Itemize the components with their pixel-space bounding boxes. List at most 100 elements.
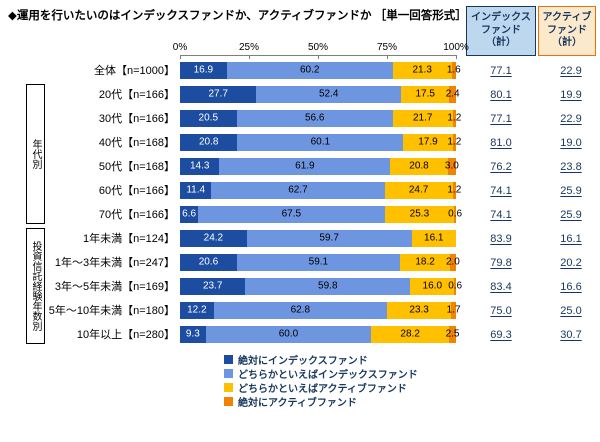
stacked-bar: 20.5 56.6 21.7 1.2 — [180, 109, 461, 127]
segment-value: 6.6 — [182, 208, 197, 220]
chart-header-left: ◆運用を行いたいのはインデックスファンドか、アクティブファンドか ［単一回答形式… — [8, 4, 469, 59]
segment-value: 20.8 — [409, 160, 429, 172]
seg-active-strong: 1.2 — [447, 133, 461, 151]
legend-label: どちらかといえばアクティブファンド — [238, 383, 407, 395]
seg-active-strong: 1.7 — [447, 301, 461, 319]
legend-label: どちらかといえばインデックスファンド — [238, 369, 418, 381]
index-total-value: 83.9 — [490, 233, 512, 245]
row-label: 60代【n=166】 — [98, 185, 175, 197]
legend-label: 絶対にインデックスファンド — [238, 355, 368, 367]
segment-value: 1.7 — [446, 304, 461, 316]
seg-index-strong: 14.3 — [180, 157, 220, 175]
stacked-bar: 23.7 59.8 16.0 0.6 — [180, 277, 462, 295]
row-label: 全体【n=1000】 — [93, 65, 175, 77]
seg-index-strong: 20.6 — [180, 253, 237, 271]
segment-value: 1.6 — [446, 64, 461, 76]
row-label: 3年～5年未満【n=169】 — [54, 281, 175, 293]
segment-value: 62.8 — [290, 304, 311, 316]
seg-active-lean: 17.5 — [401, 85, 450, 103]
segment-value: 21.3 — [412, 64, 432, 76]
seg-index-strong: 9.3 — [180, 325, 206, 343]
segment-value: 2.0 — [445, 256, 460, 268]
segment-value: 0.6 — [448, 208, 463, 220]
index-total-value: 74.1 — [490, 185, 512, 197]
chart-row-exp-1to3y: 1年～3年未満【n=247】 20.6 59.1 18.2 2.0 79.8 2… — [14, 250, 598, 274]
seg-active-lean: 18.2 — [399, 253, 451, 271]
legend-item-active-lean: どちらかといえばアクティブファンド — [224, 380, 598, 395]
seg-index-lean: 67.5 — [198, 205, 385, 223]
axis-tick-label: 100% — [443, 42, 469, 53]
segment-value: 1.2 — [447, 112, 462, 124]
index-total-value: 75.0 — [490, 305, 512, 317]
seg-active-strong: 2.5 — [446, 325, 459, 343]
segment-value: 52.4 — [319, 88, 339, 100]
seg-index-strong: 24.2 — [180, 229, 247, 247]
index-total-value: 79.8 — [490, 257, 512, 269]
row-label: 50代【n=168】 — [98, 161, 175, 173]
segment-value: 56.6 — [304, 112, 325, 124]
segment-value: 16.0 — [422, 280, 443, 292]
seg-active-strong: 3.0 — [445, 157, 459, 175]
index-total-value: 74.1 — [490, 209, 512, 221]
segment-value: 23.7 — [202, 280, 223, 292]
segment-value: 2.4 — [445, 88, 460, 100]
segment-value: 60.0 — [278, 328, 299, 340]
row-label: 5年～10年未満【n=180】 — [48, 305, 175, 317]
segment-value: 59.8 — [318, 280, 338, 292]
chart-row-20s: 20代【n=166】 27.7 52.4 17.5 2.4 80.1 19.9 — [14, 82, 598, 106]
segment-value: 21.7 — [412, 112, 433, 124]
active-total-value: 19.9 — [560, 89, 582, 101]
active-total-value: 25.9 — [560, 185, 582, 197]
axis-tick-mark — [180, 55, 181, 59]
axis-tick-label: 0% — [172, 42, 188, 53]
seg-index-lean: 62.8 — [213, 301, 387, 319]
chart-row-70s: 70代【n=166】 6.6 67.5 25.3 0.6 74.1 25.9 — [14, 202, 598, 226]
chart-row-exp-lt1y: 1年未満【n=124】 24.2 59.7 16.1 83.9 16.1 — [14, 226, 598, 250]
active-total-value: 16.1 — [560, 233, 582, 245]
segment-value: 2.5 — [445, 328, 460, 340]
active-total-value: 20.2 — [560, 257, 582, 269]
legend-swatch-active-strong — [224, 396, 233, 406]
chart-row-60s: 60代【n=166】 11.4 62.7 24.7 1.2 74.1 25.9 — [14, 178, 598, 202]
segment-value: 14.3 — [189, 160, 210, 172]
segment-value: 59.1 — [308, 256, 329, 268]
active-total-value: 23.8 — [560, 161, 582, 173]
chart-row-exp-3to5y: 3年～5年未満【n=169】 23.7 59.8 16.0 0.6 83.4 1… — [14, 274, 598, 298]
segment-value: 23.3 — [409, 304, 429, 316]
seg-index-strong: 11.4 — [180, 181, 212, 199]
chart-row-40s: 40代【n=168】 20.8 60.1 17.9 1.2 81.0 19.0 — [14, 130, 598, 154]
seg-active-lean: 21.3 — [392, 61, 452, 79]
seg-index-lean: 60.0 — [205, 325, 372, 343]
seg-index-strong: 27.7 — [180, 85, 257, 103]
seg-active-strong: 2.0 — [446, 253, 460, 271]
legend-swatch-active-lean — [224, 382, 233, 392]
active-total-header: アクティブファンド（計） — [538, 6, 596, 56]
row-label: 1年～3年未満【n=247】 — [54, 257, 175, 269]
stacked-bar: 20.6 59.1 18.2 2.0 — [180, 253, 460, 271]
seg-active-lean: 21.7 — [392, 109, 453, 127]
segment-value: 12.2 — [187, 304, 207, 316]
axis-tick-mark — [318, 55, 319, 59]
segment-value: 17.9 — [418, 136, 438, 148]
seg-index-strong: 6.6 — [180, 205, 199, 223]
stacked-bar: 24.2 59.7 16.1 — [180, 229, 456, 247]
segment-value: 0.6 — [448, 280, 463, 292]
seg-index-lean: 59.1 — [236, 253, 400, 271]
row-label: 1年未満【n=124】 — [82, 233, 175, 245]
seg-index-lean: 62.7 — [211, 181, 385, 199]
index-total-value: 77.1 — [490, 113, 512, 125]
seg-index-lean: 52.4 — [256, 85, 402, 103]
seg-index-lean: 56.6 — [236, 109, 393, 127]
segment-value: 24.2 — [203, 232, 224, 244]
chart-row-exp-5to10y: 5年～10年未満【n=180】 12.2 62.8 23.3 1.7 75.0 … — [14, 298, 598, 322]
x-axis: 0% 25% 50% 75% 100% — [173, 41, 469, 59]
axis-tick-mark — [456, 55, 457, 59]
legend-swatch-index-strong — [224, 354, 233, 364]
seg-index-lean: 59.7 — [246, 229, 412, 247]
axis-tick-label: 50% — [307, 42, 329, 53]
seg-active-strong: 0.6 — [448, 205, 462, 223]
index-total-value: 83.4 — [490, 281, 512, 293]
stacked-bar: 27.7 52.4 17.5 2.4 — [180, 85, 460, 103]
seg-index-strong: 23.7 — [180, 277, 246, 295]
